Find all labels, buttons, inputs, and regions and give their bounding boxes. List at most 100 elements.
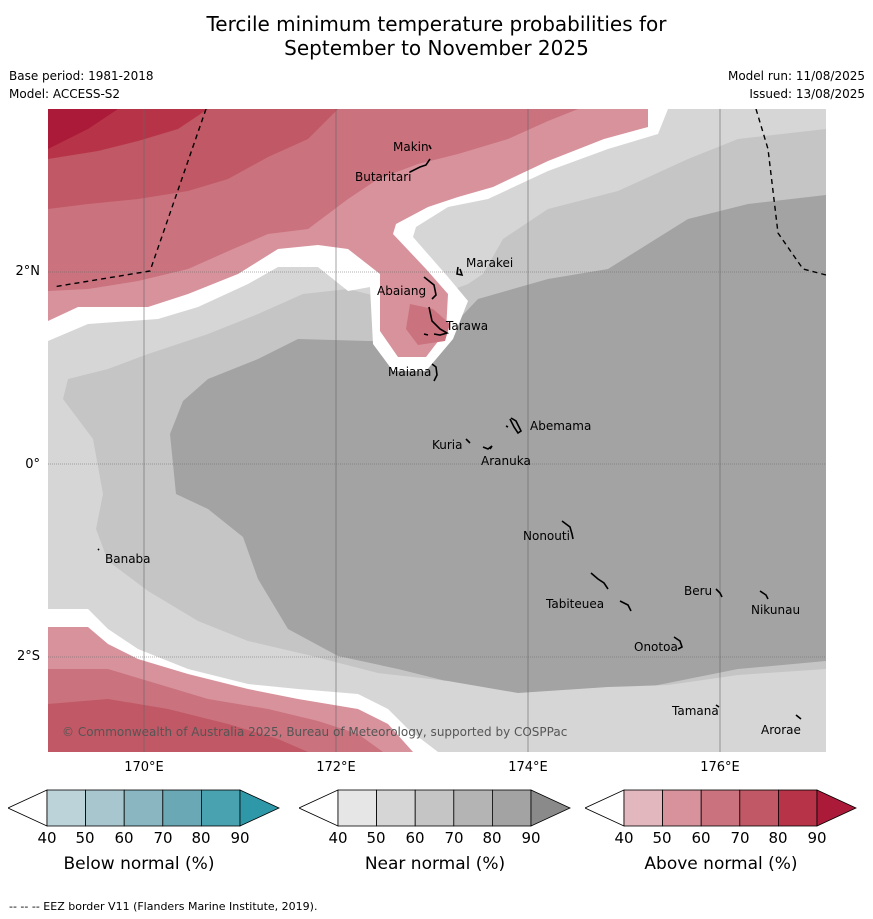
colorbar-near-tick-70: 70 bbox=[444, 829, 464, 847]
island-abaiang bbox=[423, 276, 437, 300]
island-banaba bbox=[97, 548, 100, 551]
islands bbox=[97, 144, 802, 720]
place-labels: Makin Butaritari Marakei Abaiang Tarawa … bbox=[105, 140, 801, 737]
island-arorae bbox=[795, 714, 802, 720]
band-above-normal-70-south bbox=[48, 699, 308, 752]
label-maiana: Maiana bbox=[388, 365, 431, 379]
island-tamana bbox=[715, 704, 720, 708]
island-aranuka bbox=[482, 445, 493, 450]
eez-border-west bbox=[52, 109, 207, 288]
label-tabiteuea: Tabiteuea bbox=[545, 597, 604, 611]
model-name: Model: ACCESS-S2 bbox=[9, 87, 121, 101]
colorbar-near-tick-80: 80 bbox=[482, 829, 502, 847]
colorbar-below-normal bbox=[8, 789, 280, 827]
label-tarawa: Tarawa bbox=[445, 319, 488, 333]
label-abemama: Abemama bbox=[530, 419, 591, 433]
island-makin bbox=[428, 144, 432, 150]
colorbar-below-high-cap bbox=[239, 789, 280, 827]
colorbar-below-tick-80: 80 bbox=[191, 829, 211, 847]
colorbar-above-bin-60-70 bbox=[700, 789, 741, 827]
colorbar-above-low-cap bbox=[585, 789, 625, 827]
colorbar-above-tick-60: 60 bbox=[691, 829, 711, 847]
island-butaritari bbox=[409, 158, 431, 173]
label-beru: Beru bbox=[684, 584, 712, 598]
colorbar-near-bin-60-70 bbox=[414, 789, 455, 827]
probability-map: Makin Butaritari Marakei Abaiang Tarawa … bbox=[48, 109, 826, 752]
label-butaritari: Butaritari bbox=[355, 170, 412, 184]
colorbar-above-tick-80: 80 bbox=[768, 829, 788, 847]
colorbar-near-low-cap bbox=[299, 789, 339, 827]
eez-borders bbox=[52, 109, 826, 288]
colorbar-near-bin-50-60 bbox=[376, 789, 416, 827]
grid-lines bbox=[48, 109, 826, 752]
colorbar-near-bin-80-90 bbox=[491, 789, 532, 827]
colorbar-above-tick-90: 90 bbox=[807, 829, 827, 847]
lon-label-174e: 174°E bbox=[508, 760, 548, 775]
lon-label-176e: 176°E bbox=[700, 760, 740, 775]
colorbar-near-tick-60: 60 bbox=[405, 829, 425, 847]
colorbar-above-label: Above normal (%) bbox=[644, 854, 798, 874]
label-abaiang: Abaiang bbox=[377, 284, 426, 298]
title-line-2: September to November 2025 bbox=[284, 36, 589, 60]
island-kuria bbox=[465, 438, 471, 444]
label-nonouti: Nonouti bbox=[523, 529, 570, 543]
base-period: Base period: 1981-2018 bbox=[9, 69, 154, 83]
colorbar-below-bin-50-60 bbox=[85, 789, 125, 827]
lon-label-170e: 170°E bbox=[124, 760, 164, 775]
label-nikunau: Nikunau bbox=[751, 603, 800, 617]
title-line-1: Tercile minimum temperature probabilitie… bbox=[206, 12, 667, 36]
copyright-text: © Commonwealth of Australia 2025, Bureau… bbox=[62, 725, 567, 739]
label-banaba: Banaba bbox=[105, 552, 151, 566]
colorbar-near-label: Near normal (%) bbox=[364, 854, 506, 874]
colorbar-above-high-cap bbox=[816, 789, 857, 827]
eez-footnote: -- -- -- EEZ border V11 (Flanders Marine… bbox=[9, 900, 318, 913]
lat-label-2s: 2°S bbox=[16, 649, 40, 664]
colorbar-near-bin-70-80 bbox=[453, 789, 493, 827]
colorbar-below-low-cap bbox=[8, 789, 48, 827]
colorbar-above-tick-70: 70 bbox=[730, 829, 750, 847]
lat-label-0: 0° bbox=[25, 457, 40, 472]
colorbar-below-bin-60-70 bbox=[123, 789, 164, 827]
lat-label-2n: 2°N bbox=[15, 264, 41, 279]
label-tamana: Tamana bbox=[671, 704, 719, 718]
map-title: Tercile minimum temperature probabilitie… bbox=[0, 12, 873, 60]
colorbar-above-bin-40-50 bbox=[623, 789, 663, 827]
colorbar-below-bin-70-80 bbox=[162, 789, 202, 827]
island-beru bbox=[715, 588, 723, 598]
colorbar-near-high-cap bbox=[530, 789, 571, 827]
colorbar-above-tick-50: 50 bbox=[652, 829, 672, 847]
band-above-normal-90 bbox=[48, 109, 118, 149]
island-tabiteuea bbox=[590, 572, 632, 612]
colorbar-above-tick-40: 40 bbox=[614, 829, 634, 847]
colorbar-near-tick-90: 90 bbox=[521, 829, 541, 847]
label-kuria: Kuria bbox=[432, 438, 463, 452]
island-nikunau bbox=[759, 590, 769, 600]
colorbar-near-tick-40: 40 bbox=[328, 829, 348, 847]
label-onotoa: Onotoa bbox=[634, 640, 678, 654]
colorbar-below-tick-90: 90 bbox=[230, 829, 250, 847]
colorbar-above-normal bbox=[585, 789, 857, 827]
island-nonouti bbox=[561, 520, 574, 540]
model-run: Model run: 11/08/2025 bbox=[727, 69, 865, 83]
island-maiana bbox=[431, 363, 438, 382]
colorbar-below-bin-80-90 bbox=[200, 789, 241, 827]
island-onotoa bbox=[673, 636, 683, 650]
label-arorae: Arorae bbox=[761, 723, 801, 737]
colorbar-near-tick-50: 50 bbox=[366, 829, 386, 847]
colorbar-below-tick-70: 70 bbox=[153, 829, 173, 847]
colorbar-above-bin-70-80 bbox=[739, 789, 779, 827]
island-marakei bbox=[456, 266, 464, 277]
issued-date: Issued: 13/08/2025 bbox=[749, 87, 865, 101]
colorbar-below-bin-40-50 bbox=[46, 789, 86, 827]
colorbar-above-bin-80-90 bbox=[777, 789, 818, 827]
colorbar-below-tick-40: 40 bbox=[37, 829, 57, 847]
lon-label-172e: 172°E bbox=[316, 760, 356, 775]
colorbar-near-bin-40-50 bbox=[337, 789, 377, 827]
colorbar-below-label: Below normal (%) bbox=[63, 854, 215, 874]
label-marakei: Marakei bbox=[466, 256, 513, 270]
colorbar-below-tick-50: 50 bbox=[75, 829, 95, 847]
colorbar-near-normal bbox=[299, 789, 571, 827]
island-tarawa bbox=[423, 306, 450, 336]
label-makin: Makin bbox=[393, 140, 429, 154]
colorbar-below-tick-60: 60 bbox=[114, 829, 134, 847]
